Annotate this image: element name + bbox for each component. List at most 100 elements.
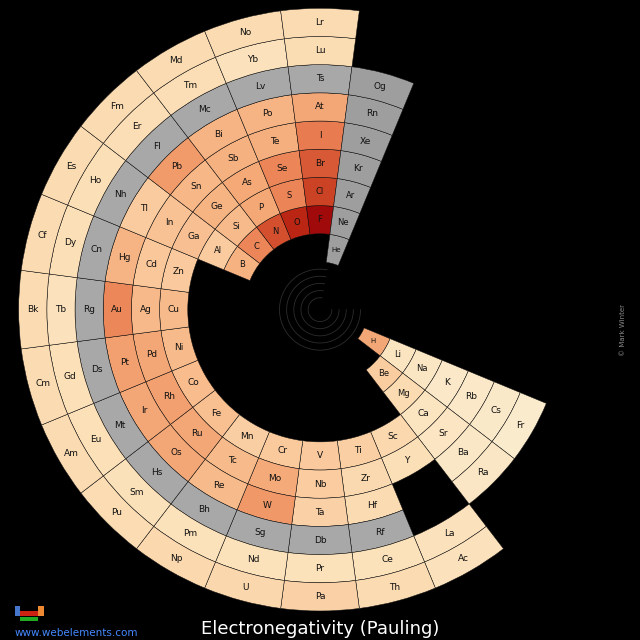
Text: Ir: Ir <box>141 406 148 415</box>
Wedge shape <box>148 138 205 195</box>
Wedge shape <box>193 182 239 229</box>
Wedge shape <box>49 342 93 414</box>
Text: Lu: Lu <box>315 46 325 55</box>
Text: Pa: Pa <box>315 593 325 602</box>
Text: Cs: Cs <box>490 406 501 415</box>
Text: Nd: Nd <box>246 556 259 564</box>
Text: W: W <box>263 501 272 510</box>
Wedge shape <box>136 526 216 588</box>
Text: Se: Se <box>276 164 288 173</box>
Wedge shape <box>296 468 344 498</box>
Text: Nh: Nh <box>114 189 126 198</box>
Wedge shape <box>303 177 337 207</box>
Text: Pm: Pm <box>184 529 198 538</box>
Wedge shape <box>103 282 133 338</box>
Text: Bk: Bk <box>27 305 38 314</box>
Wedge shape <box>154 57 227 115</box>
Wedge shape <box>77 216 120 282</box>
Text: Th: Th <box>388 582 400 591</box>
Text: Tm: Tm <box>184 81 198 90</box>
Wedge shape <box>296 121 344 150</box>
Text: Cr: Cr <box>277 447 287 456</box>
Text: B: B <box>239 260 245 269</box>
Wedge shape <box>447 371 494 424</box>
Wedge shape <box>205 562 284 609</box>
Wedge shape <box>341 123 392 161</box>
Text: Tc: Tc <box>228 456 237 465</box>
Circle shape <box>273 263 367 356</box>
Text: Tb: Tb <box>56 305 67 314</box>
Wedge shape <box>172 360 215 407</box>
Wedge shape <box>352 536 424 580</box>
Wedge shape <box>154 504 227 562</box>
Text: Sc: Sc <box>388 432 399 441</box>
Wedge shape <box>288 525 352 555</box>
Wedge shape <box>381 437 435 484</box>
Text: Sb: Sb <box>227 154 239 163</box>
Wedge shape <box>425 360 468 407</box>
Text: He: He <box>332 247 340 253</box>
Text: Cu: Cu <box>168 305 180 314</box>
Text: Fm: Fm <box>110 102 124 111</box>
Text: Ni: Ni <box>174 343 183 352</box>
Text: S: S <box>287 191 292 200</box>
Text: Au: Au <box>111 305 124 314</box>
Text: Xe: Xe <box>360 136 371 145</box>
Text: Ne: Ne <box>337 218 349 227</box>
Text: Bi: Bi <box>214 129 223 139</box>
Wedge shape <box>81 70 154 143</box>
Wedge shape <box>292 93 348 123</box>
Wedge shape <box>344 484 403 525</box>
Text: Yb: Yb <box>248 55 259 64</box>
Text: Ag: Ag <box>140 305 152 314</box>
Text: Hs: Hs <box>151 468 163 477</box>
Text: Ra: Ra <box>477 468 489 477</box>
Text: Zr: Zr <box>360 474 370 483</box>
Wedge shape <box>237 95 296 136</box>
Wedge shape <box>237 227 274 264</box>
Wedge shape <box>198 229 237 270</box>
Text: Cd: Cd <box>145 260 157 269</box>
Text: Ta: Ta <box>316 508 324 517</box>
Text: U: U <box>243 582 249 591</box>
Text: Electronegativity (Pauling): Electronegativity (Pauling) <box>201 620 439 638</box>
Text: Pu: Pu <box>111 508 122 517</box>
Text: © Mark Winter: © Mark Winter <box>620 305 627 356</box>
Text: Es: Es <box>66 161 76 170</box>
Wedge shape <box>120 382 170 442</box>
Wedge shape <box>356 562 435 609</box>
Text: Np: Np <box>170 554 182 563</box>
Wedge shape <box>125 442 188 504</box>
Bar <box>38 606 44 616</box>
Text: Rg: Rg <box>83 305 95 314</box>
Wedge shape <box>170 407 222 460</box>
Wedge shape <box>81 476 154 548</box>
Wedge shape <box>133 237 172 289</box>
Wedge shape <box>133 331 172 382</box>
Text: Am: Am <box>64 449 79 458</box>
Text: Pr: Pr <box>316 564 324 573</box>
Wedge shape <box>68 143 125 216</box>
Wedge shape <box>170 160 222 212</box>
Wedge shape <box>42 414 103 493</box>
Text: Ts: Ts <box>316 74 324 83</box>
Wedge shape <box>188 460 248 510</box>
Text: Rb: Rb <box>465 392 477 401</box>
Wedge shape <box>259 432 303 468</box>
Wedge shape <box>205 11 284 57</box>
Wedge shape <box>222 161 269 205</box>
Wedge shape <box>281 8 359 39</box>
Text: Ge: Ge <box>210 202 223 211</box>
Wedge shape <box>403 349 442 390</box>
Text: Pb: Pb <box>171 162 182 171</box>
Wedge shape <box>337 432 381 468</box>
Text: Rn: Rn <box>367 109 378 118</box>
Wedge shape <box>215 205 257 246</box>
Text: C: C <box>253 241 259 250</box>
Wedge shape <box>284 552 356 583</box>
Wedge shape <box>171 83 237 138</box>
Text: P: P <box>259 203 264 212</box>
Wedge shape <box>125 115 188 178</box>
Text: Rf: Rf <box>375 528 385 537</box>
Text: Cl: Cl <box>316 187 324 196</box>
